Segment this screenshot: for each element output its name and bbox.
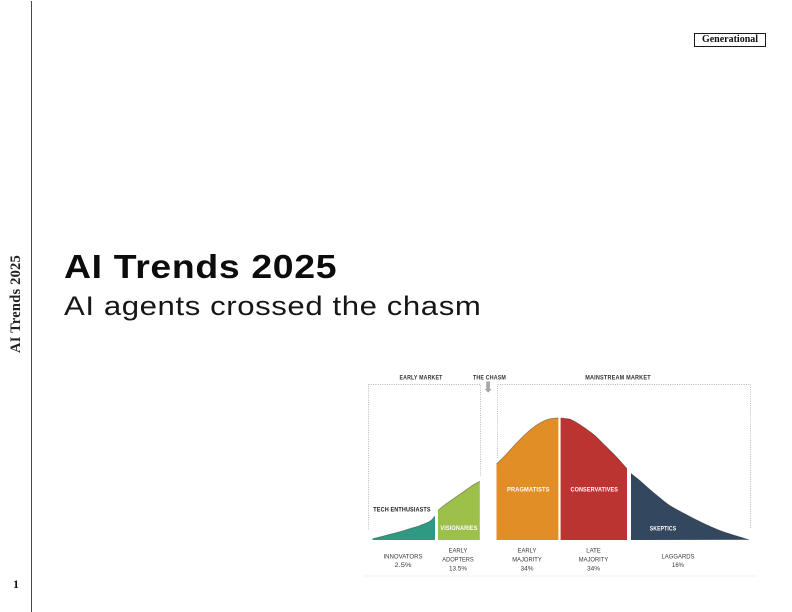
svg-text:34%: 34%: [521, 565, 534, 572]
svg-text:PRAGMATISTS: PRAGMATISTS: [507, 487, 550, 494]
svg-text:16%: 16%: [672, 562, 684, 569]
svg-text:ADOPTERS: ADOPTERS: [442, 556, 474, 563]
svg-text:2.5%: 2.5%: [395, 562, 412, 569]
svg-text:EARLY MARKET: EARLY MARKET: [400, 374, 443, 381]
svg-text:VISIONARIES: VISIONARIES: [440, 525, 477, 532]
svg-text:MAJORITY: MAJORITY: [579, 556, 609, 563]
svg-text:MAJORITY: MAJORITY: [512, 556, 542, 563]
svg-text:EARLY: EARLY: [518, 548, 538, 555]
svg-text:34%: 34%: [587, 565, 600, 572]
svg-text:EARLY: EARLY: [449, 548, 469, 555]
svg-text:SKEPTICS: SKEPTICS: [650, 525, 677, 532]
svg-text:CONSERVATIVES: CONSERVATIVES: [571, 487, 619, 494]
svg-text:LATE: LATE: [586, 548, 601, 555]
svg-text:INNOVATORS: INNOVATORS: [384, 553, 424, 560]
svg-text:TECH ENTHUSIASTS: TECH ENTHUSIASTS: [373, 506, 430, 513]
svg-text:MAINSTREAM MARKET: MAINSTREAM MARKET: [585, 374, 651, 381]
svg-text:THE CHASM: THE CHASM: [473, 374, 506, 381]
svg-text:LAGGARDS: LAGGARDS: [662, 553, 696, 560]
svg-text:13.5%: 13.5%: [449, 565, 467, 572]
